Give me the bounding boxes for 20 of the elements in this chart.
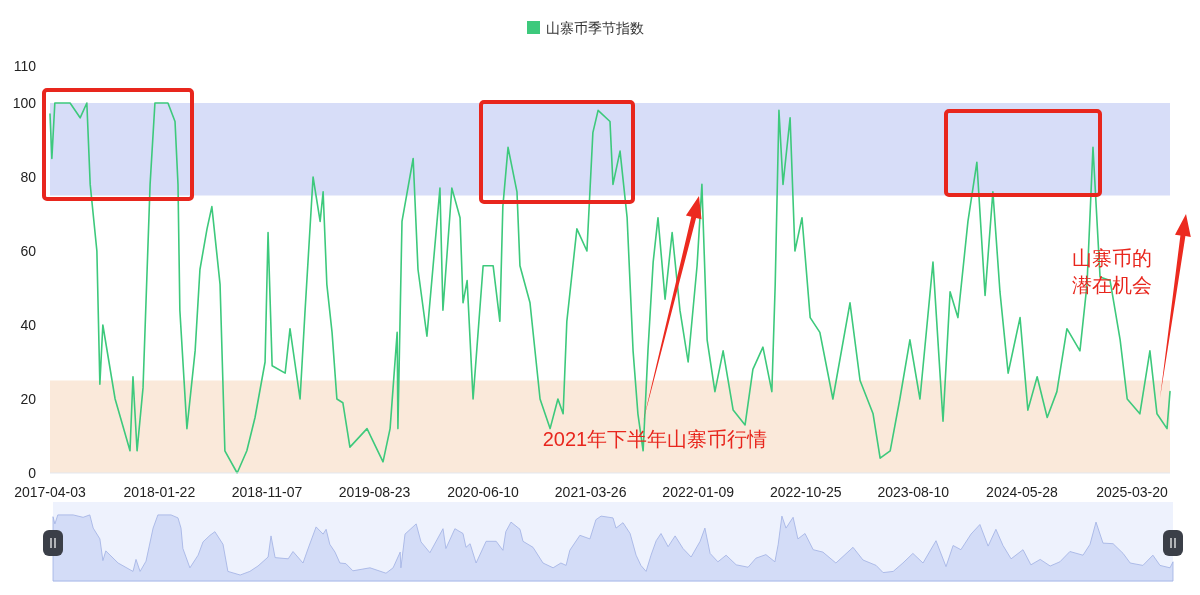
ytick: 110 [13,58,36,74]
xtick: 2019-08-23 [338,484,411,500]
xtick: 2018-11-07 [231,484,303,500]
legend-label: 山寨币季节指数 [546,20,644,36]
ytick: 0 [28,465,36,481]
xtick: 2023-08-10 [877,484,950,500]
xtick: 2021-03-26 [554,484,627,500]
xtick: 2025-03-20 [1096,484,1168,500]
ytick: 100 [12,95,36,111]
xtick: 2020-06-10 [447,484,519,500]
xtick: 2022-10-25 [769,484,842,500]
xtick: 2022-01-09 [662,484,734,500]
xtick: 2018-01-22 [123,484,196,500]
ytick: 80 [20,169,36,185]
xtick: 2024-05-28 [986,484,1058,500]
legend: 山寨币季节指数 [527,20,644,36]
ytick: 60 [20,243,36,259]
ytick: 40 [20,317,36,333]
xtick: 2017-04-03 [14,484,86,500]
ytick: 20 [20,391,36,407]
